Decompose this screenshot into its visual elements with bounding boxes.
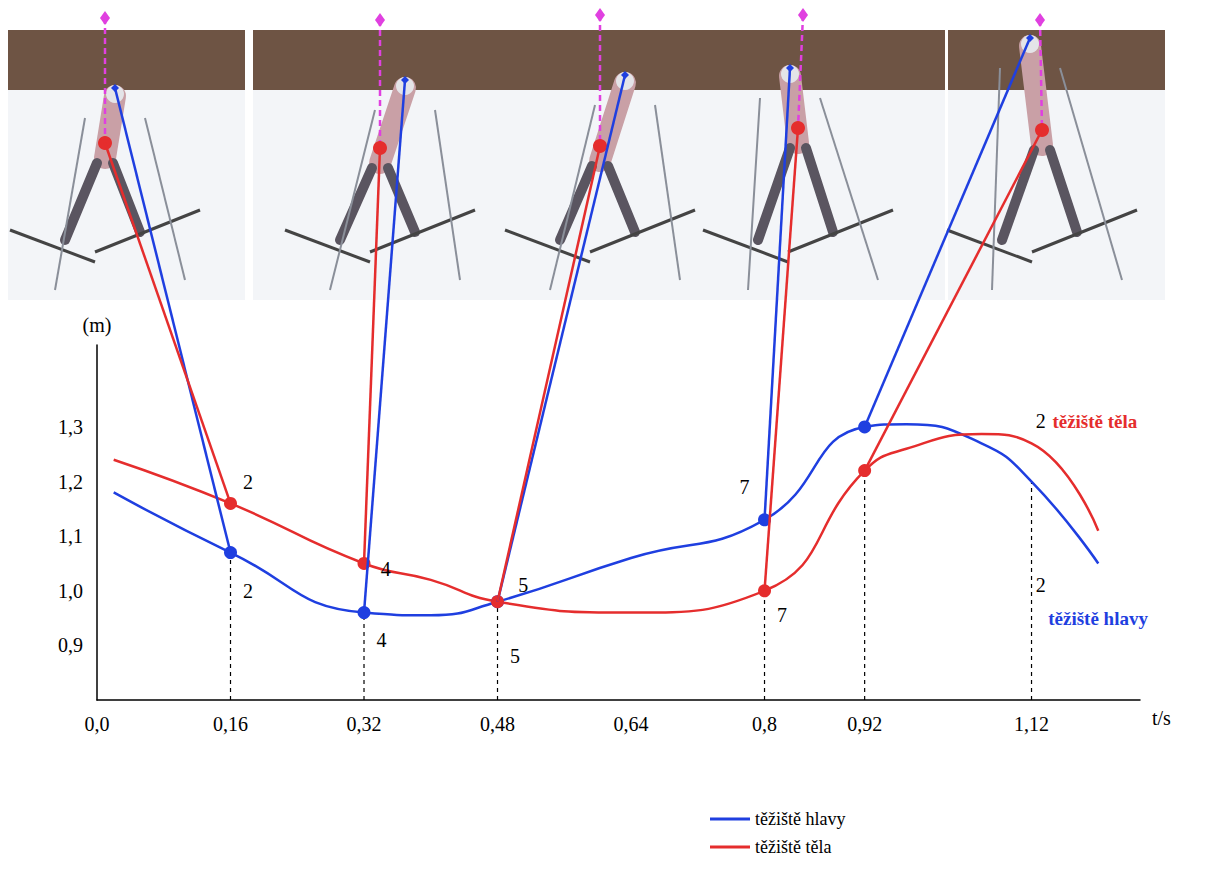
svg-text:2: 2 [1036, 574, 1046, 596]
svg-text:1,0: 1,0 [58, 580, 83, 602]
svg-text:7: 7 [739, 476, 749, 498]
svg-text:1,2: 1,2 [58, 471, 83, 493]
svg-text:těžiště těla: těžiště těla [755, 837, 831, 857]
svg-text:těžiště hlavy: těžiště hlavy [1048, 608, 1148, 629]
svg-text:0,8: 0,8 [752, 713, 777, 735]
svg-text:5: 5 [518, 574, 528, 596]
svg-text:2: 2 [243, 471, 253, 493]
svg-text:těžiště hlavy: těžiště hlavy [755, 809, 845, 829]
svg-text:0,48: 0,48 [480, 713, 515, 735]
svg-text:2: 2 [243, 580, 253, 602]
svg-text:5: 5 [510, 645, 520, 667]
svg-text:(m): (m) [83, 314, 112, 337]
svg-text:0,92: 0,92 [847, 713, 882, 735]
svg-text:4: 4 [377, 629, 387, 651]
svg-text:4: 4 [381, 558, 391, 580]
svg-text:0,32: 0,32 [347, 713, 382, 735]
svg-text:1,12: 1,12 [1014, 713, 1049, 735]
svg-text:1,1: 1,1 [58, 525, 83, 547]
svg-text:1,3: 1,3 [58, 416, 83, 438]
svg-text:0,0: 0,0 [85, 713, 110, 735]
svg-text:těžiště těla: těžiště těla [1052, 411, 1137, 432]
svg-text:0,16: 0,16 [213, 713, 248, 735]
svg-text:0,9: 0,9 [58, 634, 83, 656]
svg-text:t/s: t/s [1152, 707, 1171, 729]
svg-text:7: 7 [777, 604, 787, 626]
svg-text:2: 2 [1036, 410, 1046, 432]
svg-text:0,64: 0,64 [614, 713, 649, 735]
